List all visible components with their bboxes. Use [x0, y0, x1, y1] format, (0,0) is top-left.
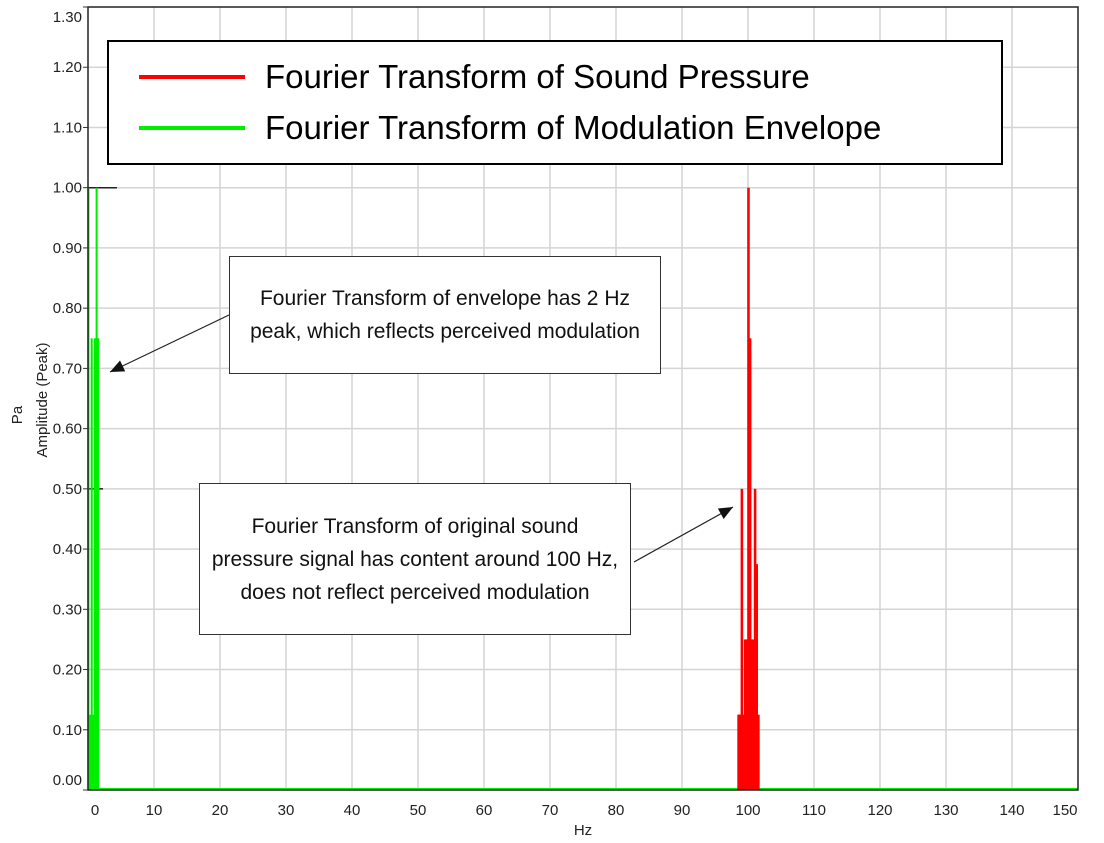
legend-swatch-red [139, 75, 245, 79]
x-tick-label: 80 [608, 802, 625, 819]
data-point [97, 338, 100, 790]
data-point [753, 488, 757, 790]
arrow-envelope-line [109, 314, 230, 373]
y-tick-label: 0.50 [53, 481, 82, 498]
data-point [740, 488, 744, 790]
plot-frame [87, 6, 1079, 791]
legend: Fourier Transform of Sound Pressure Four… [107, 40, 1003, 165]
x-tick-label: 140 [999, 802, 1024, 819]
series-sound-pressure [737, 187, 760, 790]
data-point [747, 187, 750, 790]
data-point [737, 714, 740, 790]
x-tick-label: 0 [91, 802, 99, 819]
y-tick-label: 0.60 [53, 421, 82, 438]
x-tick-label: 10 [146, 802, 163, 819]
y-axis-unit: Pa [9, 405, 26, 424]
x-tick-label: 60 [476, 802, 493, 819]
data-fill [88, 714, 92, 790]
data-point [750, 639, 754, 790]
legend-item-sound-pressure: Fourier Transform of Sound Pressure [139, 52, 810, 102]
x-tick-label: 70 [542, 802, 559, 819]
x-tick-label: 30 [278, 802, 295, 819]
y-tick-label: 1.30 [53, 9, 82, 26]
data-point [90, 338, 93, 790]
y-tick-label: 0.20 [53, 662, 82, 679]
x-tick-label: 110 [802, 802, 826, 819]
legend-item-modulation-envelope: Fourier Transform of Modulation Envelope [139, 103, 881, 153]
y-tick-label: 0.70 [53, 360, 82, 377]
data-point [752, 639, 755, 790]
x-tick-label: 20 [212, 802, 229, 819]
y-tick-label: 1.20 [53, 59, 82, 76]
x-tick-label: 40 [344, 802, 361, 819]
data-point [95, 187, 98, 790]
y-tick-label: 0.10 [53, 722, 82, 739]
y-tick-label: 0.40 [53, 541, 82, 558]
data-point [748, 338, 752, 790]
data-point [755, 564, 759, 790]
x-tick-label: 100 [735, 802, 760, 819]
x-tick-label: 130 [933, 802, 958, 819]
annotation-envelope: Fourier Transform of envelope has 2 Hz p… [229, 256, 661, 374]
data-point [745, 639, 749, 790]
arrow-sound-pressure-head [717, 507, 733, 520]
data-point [93, 338, 97, 790]
x-tick-label: 120 [867, 802, 892, 819]
data-point [757, 714, 760, 790]
data-point [742, 714, 745, 790]
y-tick-label: 1.00 [53, 180, 82, 197]
x-tick-label: 90 [674, 802, 691, 819]
x-tick-label: 150 [1052, 802, 1077, 819]
y-tick-label: 0.90 [53, 240, 82, 257]
arrow-sound-pressure-line [633, 506, 734, 563]
x-axis-label: Hz [574, 822, 592, 839]
legend-swatch-green [139, 126, 245, 130]
data-point [743, 639, 747, 790]
legend-label: Fourier Transform of Modulation Envelope [265, 109, 882, 146]
y-axis-label: Amplitude (Peak) [34, 342, 51, 457]
legend-label: Fourier Transform of Sound Pressure [265, 58, 810, 95]
y-tick-label: 0.00 [53, 772, 82, 789]
y-tick-label: 0.30 [53, 601, 82, 618]
annotation-sound-pressure: Fourier Transform of original sound pres… [199, 483, 631, 635]
y-tick-label: 0.80 [53, 300, 82, 317]
data-point [738, 714, 742, 790]
arrow-envelope-head [110, 360, 126, 372]
x-tick-label: 50 [410, 802, 427, 819]
y-tick-label: 1.10 [53, 119, 82, 136]
data-fill [91, 714, 95, 790]
